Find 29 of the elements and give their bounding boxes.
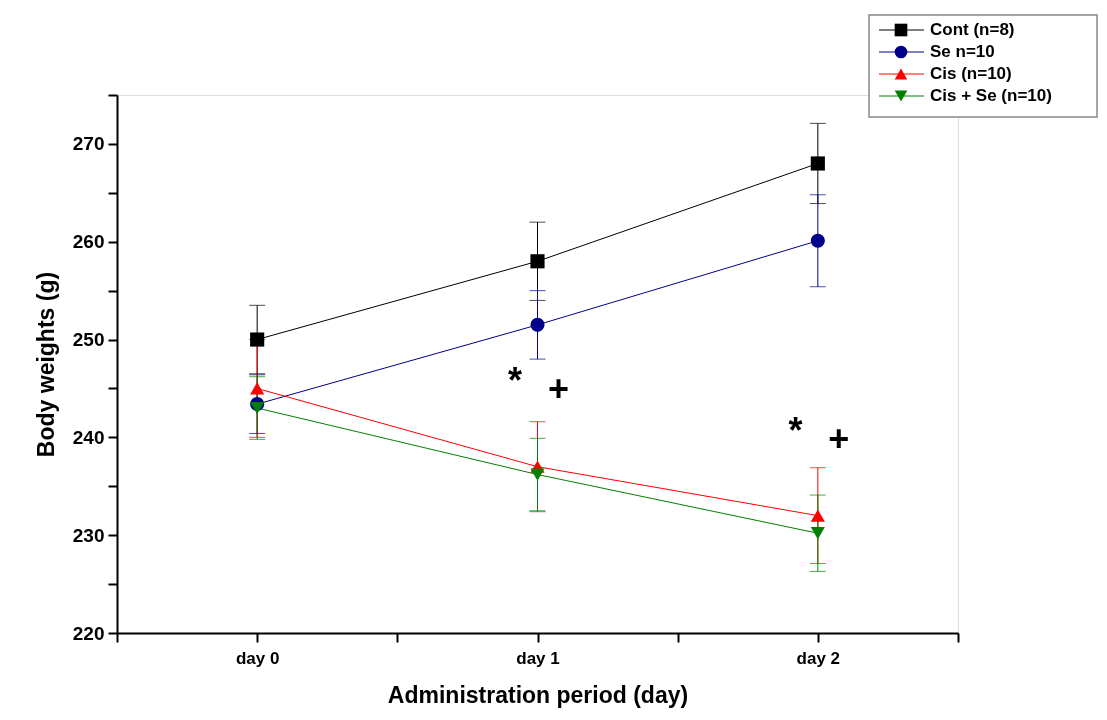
- y-tick-label: 270: [72, 133, 105, 155]
- x-tick-label: day 1: [516, 648, 560, 668]
- point: [530, 254, 545, 269]
- point: [530, 317, 545, 332]
- legend-label: Cis (n=10): [930, 64, 1012, 83]
- y-tick-label: 240: [72, 426, 105, 448]
- point: [810, 509, 825, 522]
- point: [810, 156, 825, 171]
- x-axis-title: Administration period (day): [387, 681, 689, 708]
- y-axis-title: Body weights (g): [32, 271, 59, 458]
- point: [250, 401, 265, 415]
- y-tick-label: 250: [72, 329, 105, 351]
- x-tick-label: day 2: [796, 648, 841, 668]
- y-tick-label: 260: [72, 231, 105, 253]
- point: [810, 527, 825, 540]
- legend-label: Cis + Se (n=10): [930, 86, 1052, 105]
- x-tick-label: day 0: [235, 648, 280, 668]
- annotation: +: [548, 368, 570, 409]
- annotation: *: [788, 410, 803, 451]
- point: [250, 332, 265, 347]
- y-tick-label: 220: [72, 622, 105, 644]
- legend-label: Se n=10: [930, 42, 995, 61]
- y-tick-label: 230: [72, 524, 105, 546]
- point: [250, 382, 265, 395]
- legend-label: Cont (n=8): [930, 20, 1015, 39]
- point: [810, 233, 825, 248]
- annotation: +: [828, 418, 850, 459]
- annotation: *: [508, 360, 523, 401]
- point: [530, 468, 545, 481]
